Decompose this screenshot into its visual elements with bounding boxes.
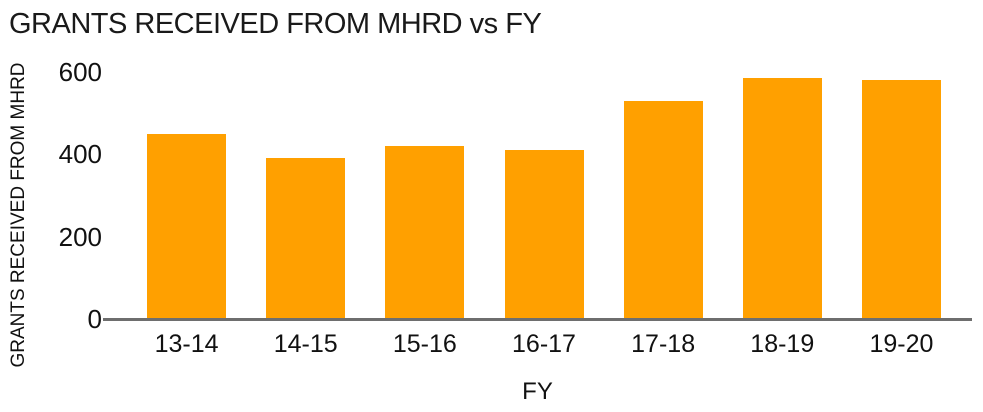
bar-13-14 xyxy=(147,133,227,319)
y-tick-label-400: 400 xyxy=(58,139,102,170)
bar-18-19 xyxy=(742,78,822,319)
y-tick-label-0: 0 xyxy=(87,304,102,334)
x-axis-title: FY xyxy=(522,378,553,405)
x-tick-label-18-19: 18-19 xyxy=(750,330,815,358)
bar-16-17 xyxy=(504,150,584,319)
x-tick-label-15-16: 15-16 xyxy=(392,330,457,358)
bar-19-20 xyxy=(861,80,941,319)
x-axis-line xyxy=(103,318,972,321)
bar-14-15 xyxy=(266,158,346,319)
bar-17-18 xyxy=(623,100,703,319)
plot-area xyxy=(103,72,972,319)
x-tick-label-19-20: 19-20 xyxy=(869,330,934,358)
x-tick-label-14-15: 14-15 xyxy=(273,330,338,358)
y-tick-label-200: 200 xyxy=(58,221,102,252)
y-tick-label-600: 600 xyxy=(58,57,102,87)
x-tick-label-16-17: 16-17 xyxy=(512,330,576,358)
chart-title: GRANTS RECEIVED FROM MHRD vs FY xyxy=(9,8,542,40)
y-axis-title: GRANTS RECEIVED FROM MHRD xyxy=(8,62,29,368)
bar-15-16 xyxy=(385,146,465,319)
x-tick-label-13-14: 13-14 xyxy=(154,330,219,358)
x-tick-label-17-18: 17-18 xyxy=(631,330,696,358)
